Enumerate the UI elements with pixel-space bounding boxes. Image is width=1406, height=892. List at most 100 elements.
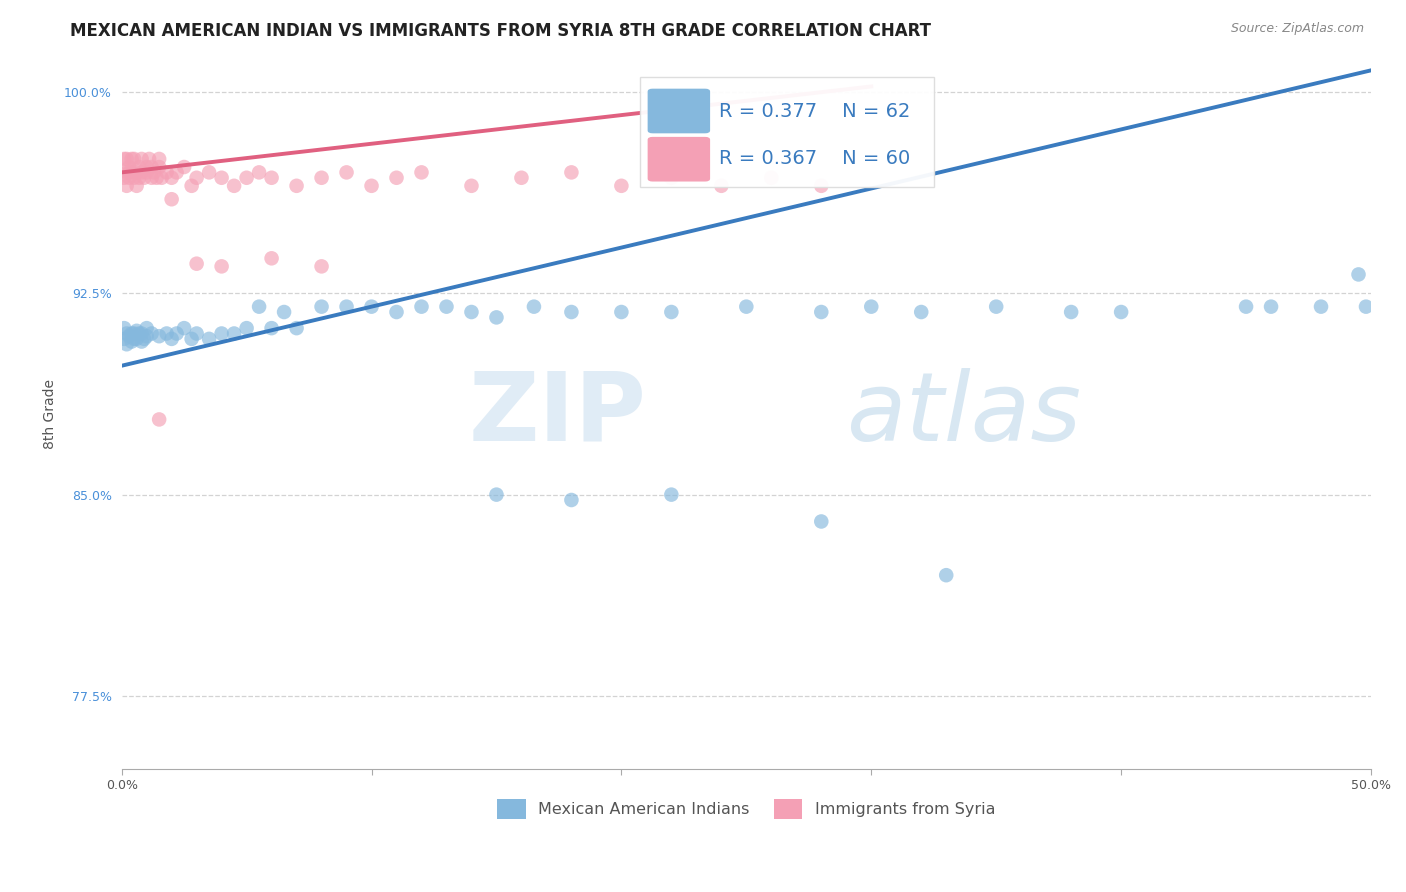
Point bbox=[661, 488, 683, 502]
Point bbox=[198, 165, 221, 179]
Point bbox=[260, 170, 283, 185]
Text: ZIP: ZIP bbox=[468, 368, 647, 460]
Point bbox=[156, 326, 179, 341]
Y-axis label: 8th Grade: 8th Grade bbox=[44, 379, 58, 449]
Point bbox=[115, 326, 138, 341]
Point bbox=[285, 321, 308, 335]
Point bbox=[761, 170, 783, 185]
Point bbox=[138, 152, 160, 166]
FancyBboxPatch shape bbox=[648, 88, 710, 133]
Point bbox=[311, 300, 333, 314]
Text: MEXICAN AMERICAN INDIAN VS IMMIGRANTS FROM SYRIA 8TH GRADE CORRELATION CHART: MEXICAN AMERICAN INDIAN VS IMMIGRANTS FR… bbox=[70, 22, 931, 40]
Point bbox=[128, 160, 150, 174]
Point bbox=[122, 170, 145, 185]
Point bbox=[166, 165, 188, 179]
Point bbox=[115, 152, 138, 166]
Point bbox=[1109, 305, 1132, 319]
Point bbox=[135, 329, 157, 343]
Point bbox=[211, 326, 233, 341]
Point bbox=[128, 170, 150, 185]
Point bbox=[247, 300, 270, 314]
Point bbox=[115, 178, 138, 193]
Point bbox=[135, 165, 157, 179]
Point bbox=[260, 252, 283, 266]
Point bbox=[173, 160, 195, 174]
Point bbox=[1060, 305, 1083, 319]
Point bbox=[610, 305, 633, 319]
Point bbox=[360, 178, 382, 193]
Point bbox=[135, 321, 157, 335]
Point bbox=[211, 260, 233, 274]
Point bbox=[131, 165, 153, 179]
Point bbox=[1347, 268, 1369, 282]
Point bbox=[211, 170, 233, 185]
Point bbox=[121, 334, 143, 349]
Point bbox=[311, 260, 333, 274]
Point bbox=[436, 300, 458, 314]
Point bbox=[910, 305, 932, 319]
Point bbox=[131, 152, 153, 166]
Point bbox=[125, 165, 148, 179]
Point bbox=[385, 305, 408, 319]
Point bbox=[160, 170, 183, 185]
Point bbox=[112, 332, 135, 346]
Point bbox=[460, 305, 482, 319]
Point bbox=[131, 334, 153, 349]
Point bbox=[166, 326, 188, 341]
Point bbox=[810, 515, 832, 529]
Point bbox=[247, 165, 270, 179]
Point bbox=[523, 300, 546, 314]
Point bbox=[122, 332, 145, 346]
Point bbox=[1234, 300, 1257, 314]
Point bbox=[311, 170, 333, 185]
Point bbox=[224, 326, 246, 341]
Point bbox=[260, 321, 283, 335]
Text: atlas: atlas bbox=[846, 368, 1081, 460]
Point bbox=[1310, 300, 1333, 314]
Point bbox=[125, 332, 148, 346]
Point bbox=[610, 178, 633, 193]
Point bbox=[560, 305, 582, 319]
Point bbox=[121, 165, 143, 179]
Point bbox=[1355, 300, 1378, 314]
Point bbox=[180, 178, 202, 193]
Point bbox=[112, 152, 135, 166]
Point bbox=[661, 305, 683, 319]
Point bbox=[186, 326, 208, 341]
Point bbox=[1260, 300, 1282, 314]
Point bbox=[125, 178, 148, 193]
Point bbox=[460, 178, 482, 193]
Point bbox=[143, 165, 166, 179]
Point bbox=[121, 152, 143, 166]
Point bbox=[810, 178, 832, 193]
Point bbox=[710, 178, 733, 193]
Point bbox=[112, 321, 135, 335]
Point bbox=[186, 170, 208, 185]
Legend: Mexican American Indians, Immigrants from Syria: Mexican American Indians, Immigrants fro… bbox=[491, 793, 1002, 825]
Point bbox=[198, 332, 221, 346]
Point bbox=[235, 170, 257, 185]
Point bbox=[125, 324, 148, 338]
Point bbox=[148, 412, 170, 426]
Point bbox=[141, 326, 163, 341]
Text: R = 0.377    N = 62: R = 0.377 N = 62 bbox=[718, 102, 910, 120]
Point bbox=[173, 321, 195, 335]
Point bbox=[360, 300, 382, 314]
Point bbox=[935, 568, 957, 582]
Point bbox=[156, 165, 179, 179]
FancyBboxPatch shape bbox=[648, 136, 710, 182]
Point bbox=[118, 170, 141, 185]
Point bbox=[411, 300, 433, 314]
Point bbox=[411, 165, 433, 179]
Point bbox=[115, 165, 138, 179]
Point bbox=[122, 326, 145, 341]
Point bbox=[235, 321, 257, 335]
Point bbox=[810, 305, 832, 319]
Point bbox=[180, 332, 202, 346]
Point bbox=[128, 326, 150, 341]
Point bbox=[986, 300, 1008, 314]
Point bbox=[335, 300, 357, 314]
Point bbox=[148, 160, 170, 174]
Point bbox=[118, 160, 141, 174]
Point bbox=[160, 332, 183, 346]
